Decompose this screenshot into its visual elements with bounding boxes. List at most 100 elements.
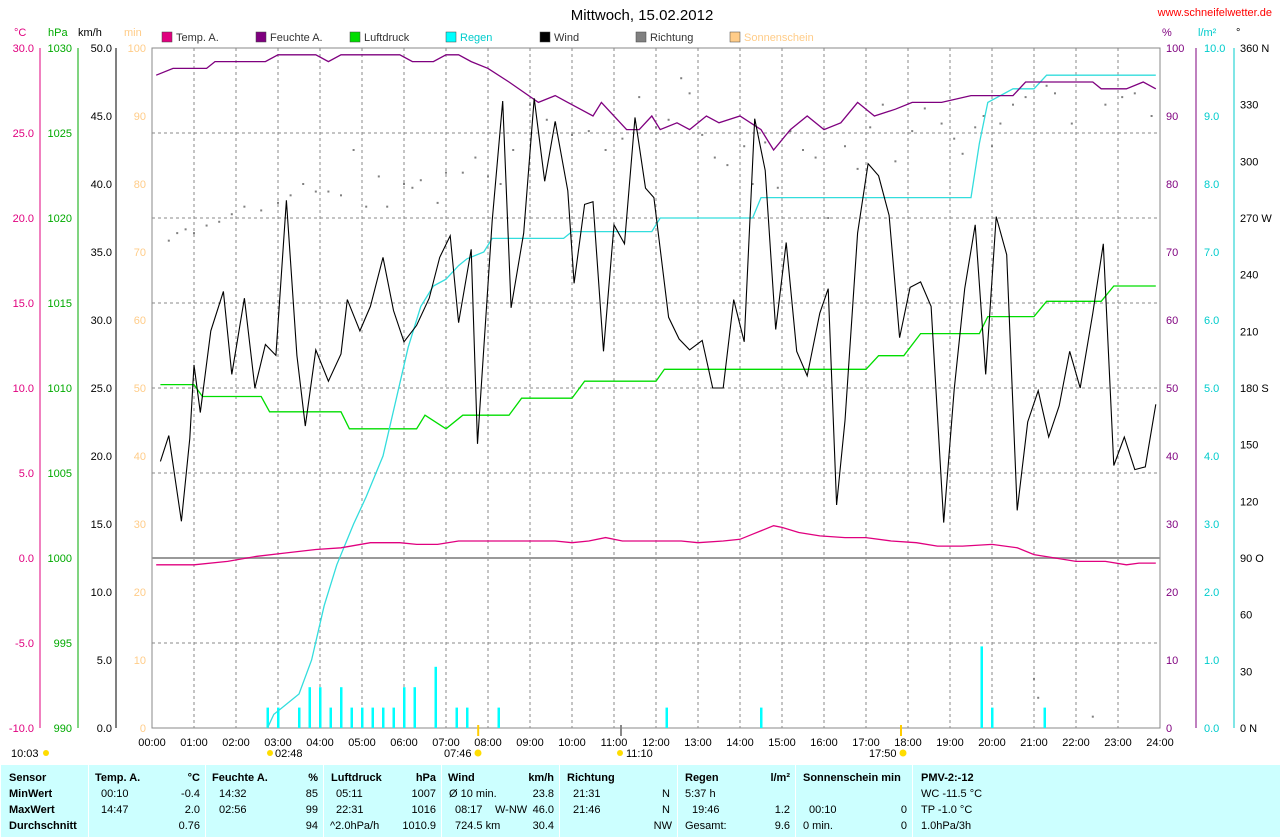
direction-point (764, 141, 767, 144)
direction-point (1024, 96, 1027, 99)
rain-header: Regen (685, 772, 719, 784)
direction-point (1033, 677, 1035, 680)
direction-max-value: N (662, 804, 670, 816)
rain-interval-bar (350, 707, 353, 728)
x-tick-label: 18:00 (894, 737, 922, 749)
x-axis: 00:00 01:00 02:00 03:00 04:00 05:00 06:00 07:00… (138, 737, 1174, 749)
direction-point (1012, 103, 1014, 106)
direction-point (701, 133, 704, 136)
wind-tick-label: 30.0 (91, 315, 112, 327)
direction-point (776, 186, 779, 189)
pressure-tick-label: 1000 (48, 553, 72, 565)
daylength-sun-icon (43, 750, 49, 756)
pressure-line (160, 285, 1156, 430)
temp-unit-label: °C (187, 772, 200, 784)
wind-avg-value: 30.4 (532, 820, 554, 832)
legend-label: Wind (554, 32, 579, 44)
direction-point (302, 183, 305, 185)
direction-point (802, 149, 804, 151)
rain-tick-label: 0.0 (1204, 723, 1219, 735)
direction-point (667, 118, 670, 121)
sensor-column: Sensor MinWert MaxWert Durchschnitt (0, 765, 89, 837)
direction-point (327, 190, 330, 193)
wind-max-time: 08:17 (455, 804, 483, 816)
direction-point (461, 171, 464, 174)
pressure-trend: ^2.0hPa/h (330, 820, 380, 832)
direction-tick-label: 30 (1240, 666, 1252, 678)
temp-tick-label: 25.0 (13, 128, 34, 140)
wind-max-value: 46.0 (532, 804, 554, 816)
x-tick-label: 02:00 (222, 737, 250, 749)
direction-point (991, 145, 993, 148)
direction-point (587, 130, 590, 133)
legend-swatch (255, 31, 267, 43)
direction-avg-value: NW (653, 820, 672, 832)
pressure-tick-label: 1020 (48, 213, 72, 225)
direction-tick-label: 90 O (1240, 553, 1264, 565)
rain-total-value: 9.6 (774, 820, 790, 832)
direction-point (243, 205, 246, 208)
direction-point (726, 164, 729, 167)
legend-swatch (729, 31, 741, 43)
humidity-tick-label: 50 (1166, 383, 1178, 395)
direction-point (688, 92, 691, 95)
direction-point (1054, 92, 1056, 95)
direction-point (680, 77, 683, 80)
humidity-tick-label: 100 (1166, 43, 1184, 55)
legend: Temp. A. Feuchte A. Luftdruck Regen Wind Rich… (161, 31, 814, 44)
sunshine-max-time: 00:10 (809, 804, 837, 816)
wind-tick-label: 50.0 (91, 43, 112, 55)
direction-point (1045, 84, 1048, 87)
direction-tick-label: 330 (1240, 100, 1258, 112)
rain-tick-label: 5.0 (1204, 383, 1219, 395)
rain-interval-bar (298, 707, 301, 728)
sunshine-header: Sonnenschein min (803, 772, 901, 784)
rain-total-label: Gesamt: (685, 820, 727, 832)
rain-interval-bar (1043, 707, 1046, 728)
direction-point (314, 190, 317, 193)
sun-tick-label: 0 (140, 723, 146, 735)
direction-point (1070, 122, 1073, 125)
direction-point (621, 137, 624, 140)
direction-point (655, 126, 657, 129)
direction-point (1091, 715, 1094, 718)
wind-tick-label: 0.0 (97, 723, 112, 735)
rain-tick-label: 2.0 (1204, 587, 1219, 599)
pressure-avg-value: 1010.9 (402, 820, 436, 832)
direction-point (923, 107, 926, 110)
sunrise-icon (474, 749, 482, 757)
wind-distance: 724.5 km (455, 820, 501, 832)
legend-label: Feuchte A. (270, 32, 323, 44)
plot-area (155, 54, 1157, 729)
direction-tick-label: 120 (1240, 496, 1258, 508)
direction-point (184, 228, 187, 231)
rain-tick-label: 6.0 (1204, 315, 1219, 327)
x-tick-label: 08:00 (474, 737, 502, 749)
temp-min-time: 00:10 (101, 788, 129, 800)
humidity-tick-label: 20 (1166, 587, 1178, 599)
rain-tick-label: 9.0 (1204, 111, 1219, 123)
direction-point (365, 205, 368, 208)
wind-header: Wind (448, 772, 475, 784)
x-tick-label: 22:00 (1062, 737, 1090, 749)
moonrise-label: 02:48 (275, 748, 303, 760)
pmv-pressure-trend: 1.0hPa/3h (921, 820, 972, 832)
website-link[interactable]: www.schneifelwetter.de (1157, 7, 1272, 19)
direction-point (512, 149, 515, 151)
sun-tick-label: 10 (134, 655, 146, 667)
x-tick-label: 14:00 (726, 737, 754, 749)
wind-unit: km/h (78, 27, 102, 39)
sunset-label: 17:50 (869, 748, 897, 760)
x-tick-label: 13:00 (684, 737, 712, 749)
rain-interval-bar (466, 707, 469, 728)
sun-tick-label: 90 (134, 111, 146, 123)
sun-tick-label: 30 (134, 519, 146, 531)
wind-avg10-value: 23.8 (532, 788, 554, 800)
wind-avg10-label: Ø 10 min. (449, 788, 497, 800)
sun-tick-label: 70 (134, 247, 146, 259)
sunshine-avg-value: 0 (900, 820, 907, 832)
x-tick-label: 06:00 (390, 737, 418, 749)
temp-tick-label: 30.0 (13, 43, 34, 55)
direction-point (205, 224, 208, 227)
rain-interval-bar (392, 707, 395, 728)
